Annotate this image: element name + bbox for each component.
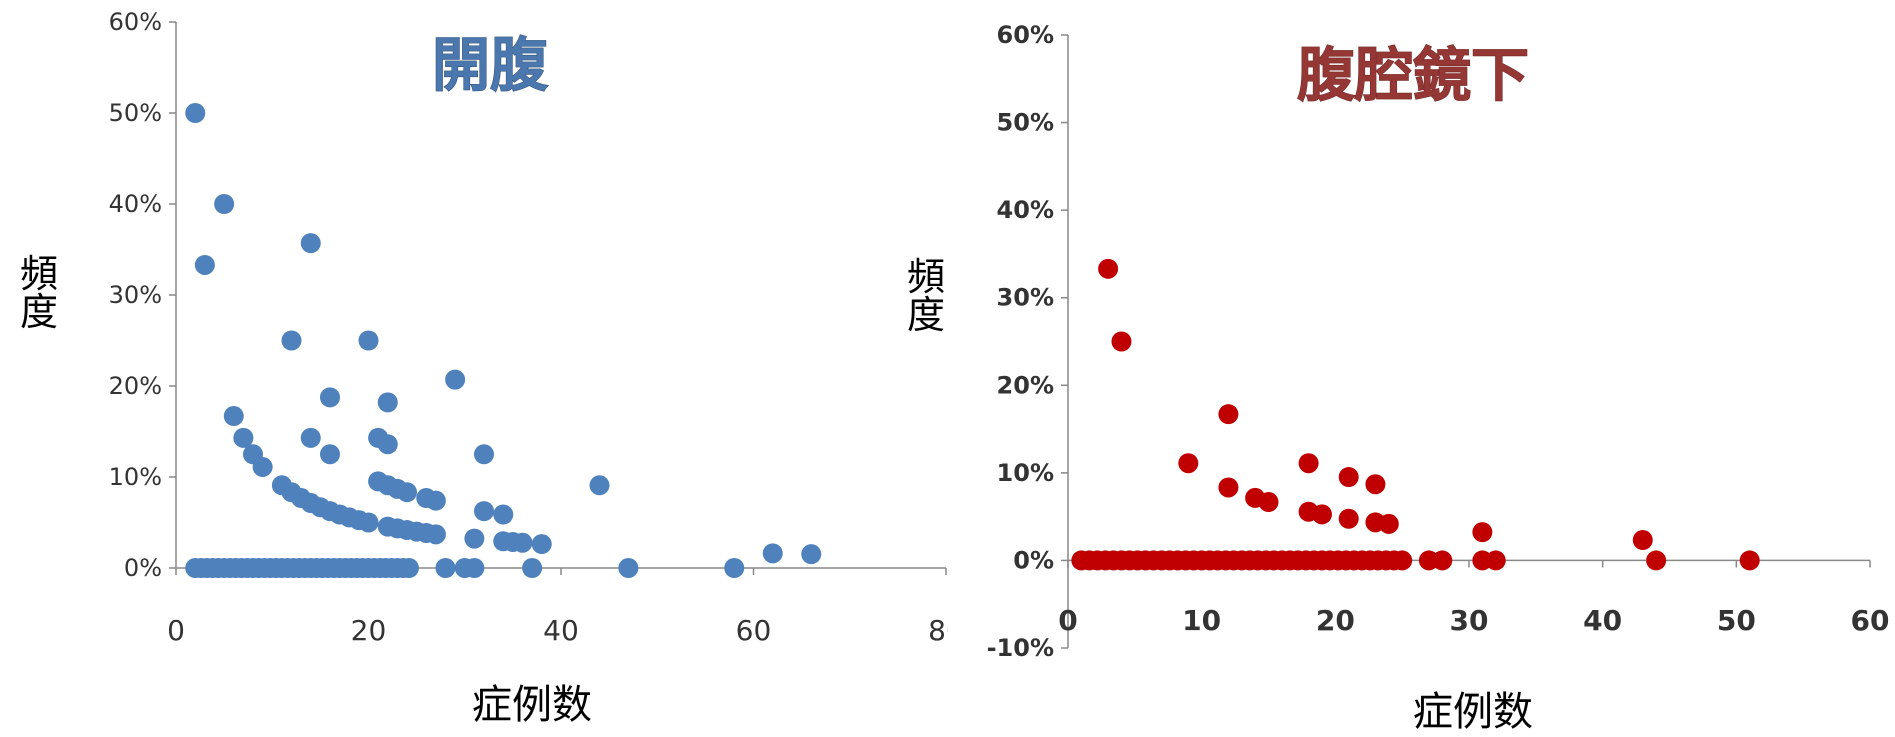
data-point [1392,550,1413,571]
chart-title: 腹腔鏡下 [1297,41,1529,109]
x-tick-label: 80 [928,614,948,647]
data-point [425,490,446,511]
y-axis-label: 頻度 [907,255,946,337]
data-point [1218,477,1239,498]
data-point [1378,513,1399,534]
data-point [223,406,244,427]
y-tick-label: 50% [997,109,1054,137]
data-point [397,482,417,503]
data-point [464,558,485,578]
data-point [233,427,254,448]
y-tick-label: -10% [987,634,1054,662]
data-point [1646,550,1667,571]
data-point [377,434,398,455]
data-point [194,254,215,275]
data-point [425,524,446,545]
scatter-plot-open: 0% 10% 20% 30% 40% 50% 60% 0 20 40 60 80 開腹 症例数 [109,8,948,728]
x-tick-label: 20 [351,614,387,647]
y-tick-label: 40% [109,190,162,218]
data-point [493,504,514,525]
x-tick-label: 0 [167,614,185,647]
data-point [464,528,485,549]
data-point [281,330,302,351]
data-point [762,543,783,564]
y-tick-label: 10% [109,463,162,491]
data-point [724,558,745,578]
data-point [1311,504,1332,525]
data-point [1632,530,1653,551]
data-point [1338,508,1359,529]
x-tick-label: 40 [1583,604,1622,637]
x-tick-label: 60 [736,614,772,647]
data-point [1432,550,1453,571]
data-point [1178,453,1199,474]
data-point [512,532,533,553]
y-tick-label: 60% [109,8,162,36]
data-point [531,534,552,555]
x-tick-label: 10 [1182,604,1221,637]
chart-laparoscopic: -10% 0% 10% 20% 30% 40% 50% 60% 0 10 20 30 40 50 60 腹腔… [895,0,1895,737]
data-point [320,387,340,408]
y-tick-label: 50% [109,99,162,127]
data-point [320,444,340,465]
y-axis-label: 頻度 [20,252,59,334]
x-tick-label: 30 [1450,604,1489,637]
y-tick-label: 30% [997,284,1054,312]
scatter-plot-laparoscopic: -10% 0% 10% 20% 30% 40% 50% 60% 0 10 20 30 40 50 60 腹腔… [987,21,1890,735]
data-point [1111,331,1132,352]
data-point [474,444,494,465]
y-tick-label: 10% [997,459,1054,487]
data-point [801,544,822,565]
data-point [522,558,543,578]
data-point [445,369,466,390]
data-point [300,233,321,254]
data-point [1098,258,1119,279]
data-point [435,558,456,578]
y-tick-label: 40% [997,196,1054,224]
data-point [1218,404,1239,425]
data-point [252,456,273,477]
data-point [1739,550,1760,571]
chart-title: 開腹 [432,31,549,99]
y-tick-label: 20% [109,372,162,400]
data-point [358,512,379,533]
x-axis-label: 症例数 [1413,689,1533,735]
data-point [1365,474,1386,495]
y-tick-label: 30% [109,281,162,309]
data-point [1298,453,1319,474]
y-tick-label: 0% [124,554,162,582]
data-point [214,194,235,214]
x-tick-label: 20 [1316,604,1355,637]
data-point [377,392,398,413]
data-point [1485,550,1506,571]
x-tick-label: 0 [1058,604,1077,637]
data-point [1258,492,1279,513]
x-tick-label: 40 [543,614,579,647]
y-tick-label: 60% [997,21,1054,49]
data-point [185,103,206,123]
data-point [618,558,639,578]
data-point [358,330,379,351]
data-point [589,475,610,496]
y-tick-label: 0% [1013,546,1054,574]
data-point [1338,467,1359,488]
x-tick-label: 50 [1717,604,1756,637]
y-tick-label: 20% [997,371,1054,399]
data-point [398,558,419,578]
chart-open-surgery: 0% 10% 20% 30% 40% 50% 60% 0 20 40 60 80 開腹 症例数 頻度 [20,8,948,728]
data-point [474,501,494,522]
data-point [300,427,321,448]
data-point [1472,522,1493,543]
x-tick-label: 60 [1851,604,1890,637]
x-axis-label: 症例数 [472,682,592,728]
